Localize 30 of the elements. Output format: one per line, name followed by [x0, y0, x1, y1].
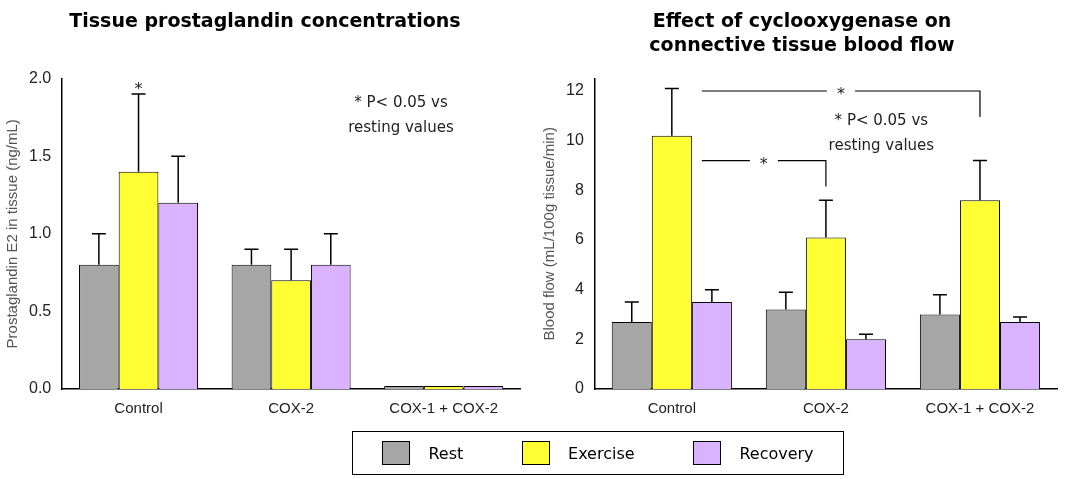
y-tick-label: 1.0: [28, 224, 52, 242]
x-tick-label: COX-2: [802, 399, 849, 417]
y-tick-label: 4: [574, 280, 584, 298]
legend-label: Recovery: [739, 443, 814, 463]
y-tick-label: 2: [574, 329, 584, 347]
y-tick-label: 0.0: [28, 379, 52, 397]
x-tick-label: COX-1 + COX-2: [925, 399, 1035, 417]
y-tick-label: 0.5: [28, 301, 52, 319]
y-tick-label: 8: [574, 180, 584, 198]
y-tick-label: 2.0: [28, 69, 52, 87]
y-tick-label: 12: [566, 81, 584, 99]
y-tick-label: 0: [574, 379, 584, 397]
annotation: * P< 0.05 vs resting values: [348, 92, 454, 136]
annotation: *: [836, 84, 845, 104]
annotation: *: [759, 153, 768, 173]
y-axis-title: Blood flow (mL/100g tissue/min): [540, 127, 558, 341]
annotation: * P< 0.05 vs resting values: [828, 111, 935, 155]
chart-title: Tissue prostaglandin concentrations: [68, 8, 462, 33]
chart-title: Effect of cyclooxygenase on connective tissue blood flow: [648, 8, 956, 57]
y-tick-label: 6: [574, 230, 584, 248]
x-tick-label: COX-2: [268, 399, 315, 417]
x-tick-label: Control: [114, 399, 163, 417]
y-tick-label: 1.5: [28, 146, 52, 164]
legend-label: Rest: [428, 443, 464, 463]
y-axis-title: Prostaglandin E2 in tissue (ng/mL): [3, 119, 21, 349]
y-tick-label: 10: [566, 131, 584, 149]
x-tick-label: COX-1 + COX-2: [389, 399, 499, 417]
annotation: *: [134, 78, 143, 98]
legend-label: Exercise: [568, 443, 635, 463]
x-tick-label: Control: [647, 399, 697, 417]
